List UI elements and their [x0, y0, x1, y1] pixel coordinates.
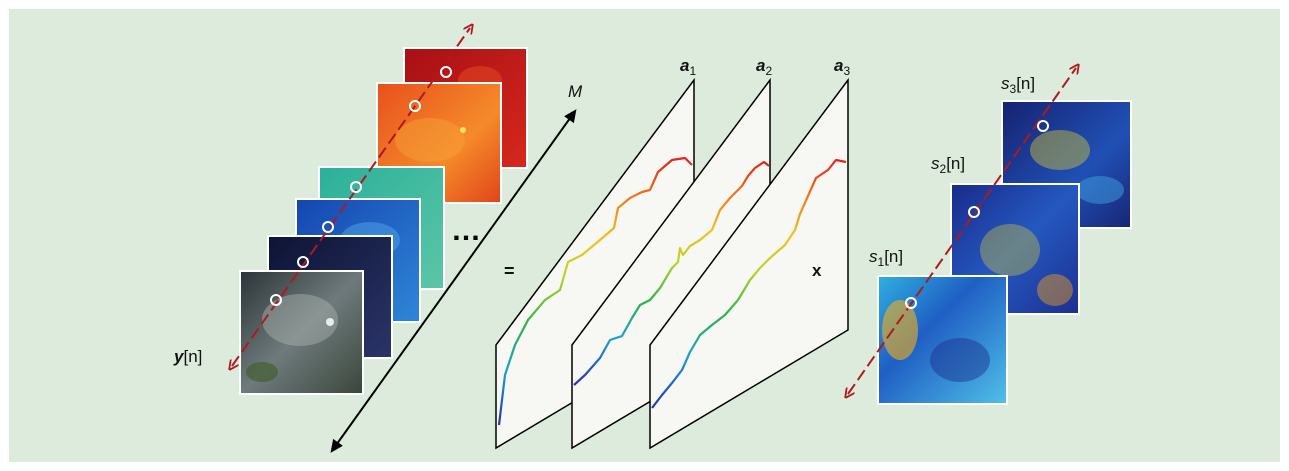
spectrum-a3-curve: [651, 158, 847, 409]
s3-label: s3[n]: [1001, 74, 1035, 96]
abundance-maps: [848, 68, 1132, 405]
m-axis-arrow: [330, 109, 577, 453]
a2-label: a2: [756, 56, 772, 78]
s2-label: s2[n]: [931, 154, 965, 176]
spectrum-a1-curve: [497, 156, 693, 426]
s1-label: s1[n]: [869, 247, 903, 269]
times-sign: x: [812, 261, 822, 280]
m-axis-label: M: [568, 82, 583, 101]
a1-label: a1: [680, 56, 696, 78]
ellipsis-label: …: [451, 214, 481, 247]
abundance-pixel-markers: [905, 120, 1049, 309]
spectrum-a2-curve: [573, 160, 770, 386]
abundance-vector-arrow: [848, 68, 1076, 394]
equals-sign: =: [504, 261, 515, 281]
abundance-map-s1: [877, 275, 1008, 405]
band-image-gray: [239, 270, 364, 395]
y-n-label: y[n]: [173, 347, 202, 366]
